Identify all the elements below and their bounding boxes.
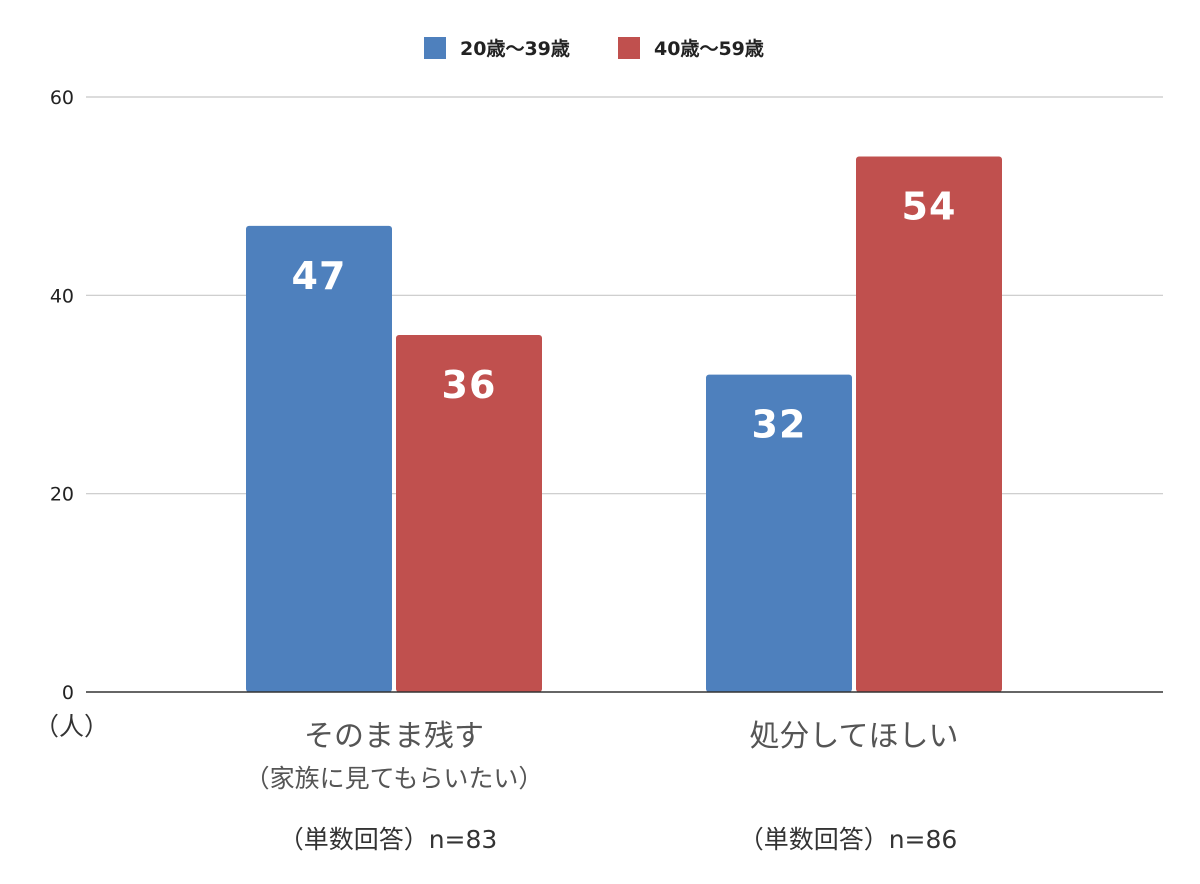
legend-swatch-series-2 xyxy=(618,37,640,59)
bar-series-2-category-2 xyxy=(856,156,1002,692)
category-note-1: （単数回答）n=83 xyxy=(279,825,498,854)
y-axis-unit: （人） xyxy=(34,712,109,741)
bar-value-label: 36 xyxy=(442,363,497,407)
category-label-1: そのまま残す xyxy=(304,719,484,754)
bar-value-label: 47 xyxy=(292,254,347,298)
bar-series-1-category-2 xyxy=(706,374,852,692)
category-label-2: 処分してほしい xyxy=(749,719,958,754)
y-axis-ticks: 0 20 40 60 xyxy=(50,87,74,704)
bar-value-label: 54 xyxy=(902,185,957,229)
bar-series-2-category-1 xyxy=(396,335,542,692)
category-labels: そのまま残す （家族に見てもらいたい） （単数回答）n=83 処分してほしい （… xyxy=(245,719,959,854)
category-note-2: （単数回答）n=86 xyxy=(739,825,958,854)
bar-value-label: 32 xyxy=(752,403,807,447)
bar-series-1-category-1 xyxy=(246,225,392,692)
y-tick-label: 40 xyxy=(50,285,74,307)
y-tick-label: 0 xyxy=(62,682,74,704)
bars xyxy=(246,156,1002,692)
legend-label-series-1: 20歳〜39歳 xyxy=(460,38,570,60)
category-sublabel-1: （家族に見てもらいたい） xyxy=(245,764,544,793)
legend: 20歳〜39歳 40歳〜59歳 xyxy=(424,37,764,60)
legend-swatch-series-1 xyxy=(424,37,446,59)
bar-value-labels: 47 32 36 54 xyxy=(292,185,957,447)
legend-label-series-2: 40歳〜59歳 xyxy=(654,38,764,60)
y-tick-label: 60 xyxy=(50,87,74,109)
y-tick-label: 20 xyxy=(50,484,74,506)
